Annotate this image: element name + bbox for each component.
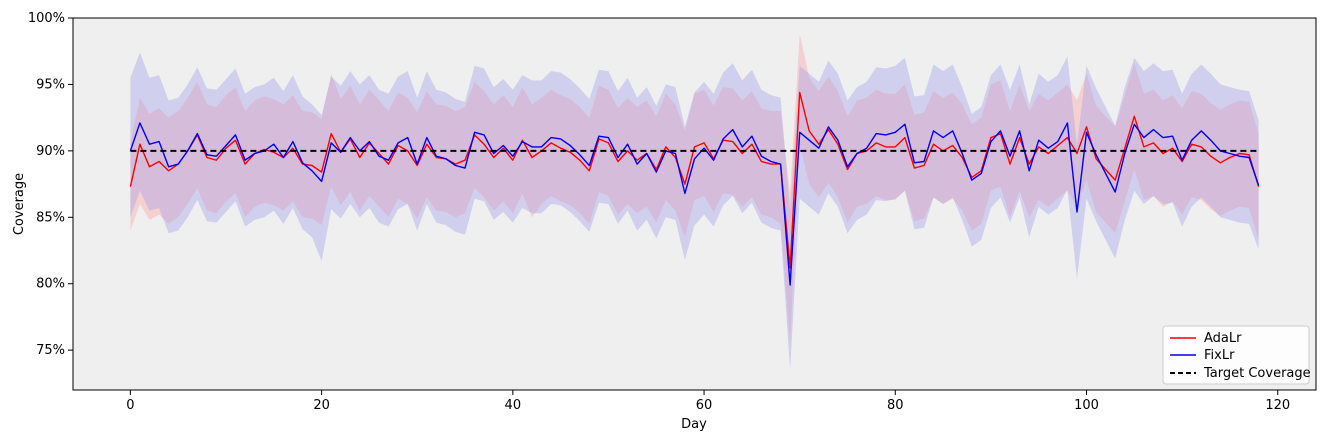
band-adalr	[130, 33, 1259, 344]
y-tick-label: 95%	[36, 77, 65, 92]
x-tick-label: 80	[887, 398, 904, 413]
band-fixlr	[130, 52, 1259, 371]
x-tick-label: 40	[505, 398, 522, 413]
x-axis-label: Day	[681, 417, 707, 432]
line-adalr	[129, 91, 1260, 269]
x-tick-label: 0	[126, 398, 134, 413]
legend-label-target: Target Coverage	[1203, 366, 1311, 381]
x-tick-label: 60	[696, 398, 713, 413]
legend-box	[1162, 325, 1310, 385]
y-tick-label: 85%	[36, 210, 65, 225]
plot-frame	[72, 17, 1317, 391]
y-axis-label: Coverage	[12, 173, 27, 235]
legend-label-fixlr: FixLr	[1204, 348, 1235, 363]
line-fixlr	[129, 122, 1260, 286]
confidence-bands	[130, 33, 1259, 371]
y-tick-label: 80%	[36, 277, 65, 292]
y-axis-ticks: 75% 80% 85% 90% 95% 100%	[28, 11, 73, 358]
x-axis-ticks: 0 20 40 60 80 100 120	[126, 390, 1290, 413]
series-lines	[129, 91, 1260, 286]
x-tick-label: 100	[1074, 398, 1099, 413]
x-tick-label: 120	[1265, 398, 1290, 413]
y-tick-label: 100%	[28, 11, 65, 26]
x-tick-label: 20	[313, 398, 330, 413]
legend: AdaLr FixLr Target Coverage	[1162, 325, 1311, 385]
legend-label-adalr: AdaLr	[1204, 331, 1242, 346]
y-tick-label: 75%	[36, 343, 65, 358]
plot-area	[73, 18, 1316, 390]
y-tick-label: 90%	[36, 144, 65, 159]
